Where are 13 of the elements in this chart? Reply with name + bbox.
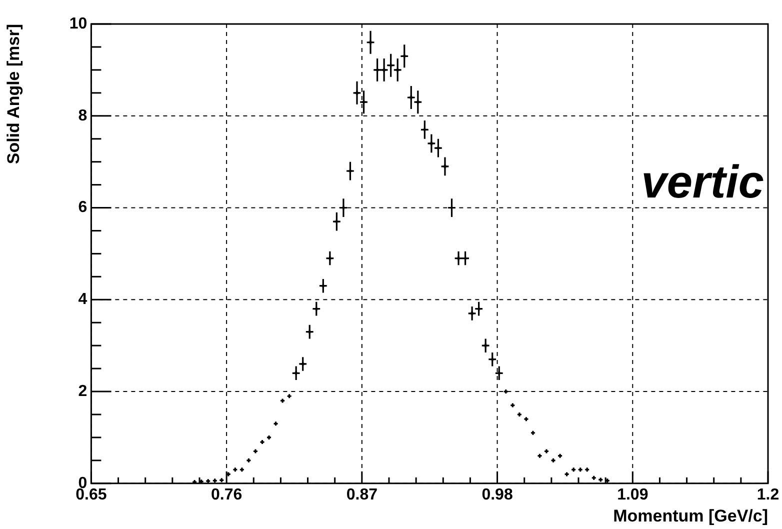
x-axis-title: Momentum [GeV/c] [613, 506, 768, 526]
y-tick-label: 4 [78, 291, 88, 308]
x-tick-label: 1.09 [617, 486, 648, 504]
x-tick-label: 1.2 [756, 486, 780, 504]
annotation: vertic [641, 155, 764, 208]
y-tick-label: 6 [78, 199, 88, 216]
x-tick-label: 0.98 [482, 486, 513, 504]
x-tick-label: 0.87 [346, 486, 378, 504]
x-tick-label: 0.76 [210, 486, 242, 504]
y-tick-label: 10 [69, 15, 88, 32]
y-tick-label: 2 [78, 382, 88, 400]
y-axis-title: Solid Angle [msr] [4, 24, 23, 164]
y-tick-label: 8 [78, 107, 88, 124]
